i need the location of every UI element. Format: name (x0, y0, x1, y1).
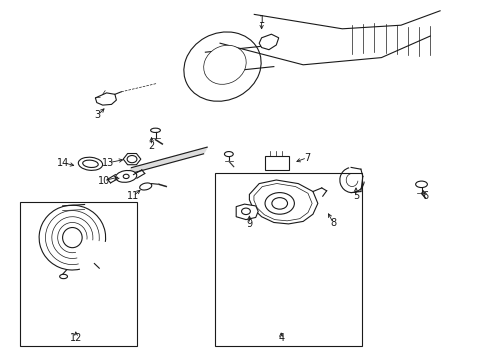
Ellipse shape (271, 198, 287, 209)
Text: 6: 6 (422, 191, 427, 201)
Ellipse shape (60, 274, 67, 279)
Text: 12: 12 (69, 333, 82, 343)
Text: 2: 2 (148, 141, 154, 151)
Text: 9: 9 (246, 219, 252, 229)
Ellipse shape (140, 183, 151, 190)
Text: 3: 3 (95, 110, 101, 120)
Polygon shape (259, 34, 278, 50)
Ellipse shape (78, 157, 102, 170)
Text: 11: 11 (126, 191, 139, 201)
Ellipse shape (62, 228, 82, 248)
Polygon shape (236, 204, 258, 220)
Ellipse shape (183, 32, 261, 101)
Polygon shape (249, 180, 317, 224)
Text: 8: 8 (330, 218, 336, 228)
Text: 4: 4 (278, 333, 284, 343)
Text: 13: 13 (102, 158, 115, 168)
Text: 10: 10 (97, 176, 110, 186)
Polygon shape (127, 147, 207, 174)
Bar (264, 156, 288, 170)
Ellipse shape (115, 171, 137, 182)
Bar (215, 173, 361, 346)
Ellipse shape (150, 128, 160, 132)
Ellipse shape (415, 181, 427, 188)
Text: 14: 14 (57, 158, 70, 168)
Ellipse shape (127, 156, 137, 163)
Polygon shape (253, 184, 311, 221)
Ellipse shape (123, 174, 129, 179)
Polygon shape (95, 93, 116, 105)
Text: 7: 7 (304, 153, 309, 163)
Ellipse shape (264, 193, 294, 214)
Text: 5: 5 (352, 191, 358, 201)
Text: 1: 1 (258, 15, 264, 25)
Ellipse shape (224, 152, 233, 157)
Ellipse shape (82, 160, 98, 167)
Bar (20, 202, 137, 346)
Ellipse shape (203, 45, 245, 84)
Ellipse shape (241, 208, 250, 215)
